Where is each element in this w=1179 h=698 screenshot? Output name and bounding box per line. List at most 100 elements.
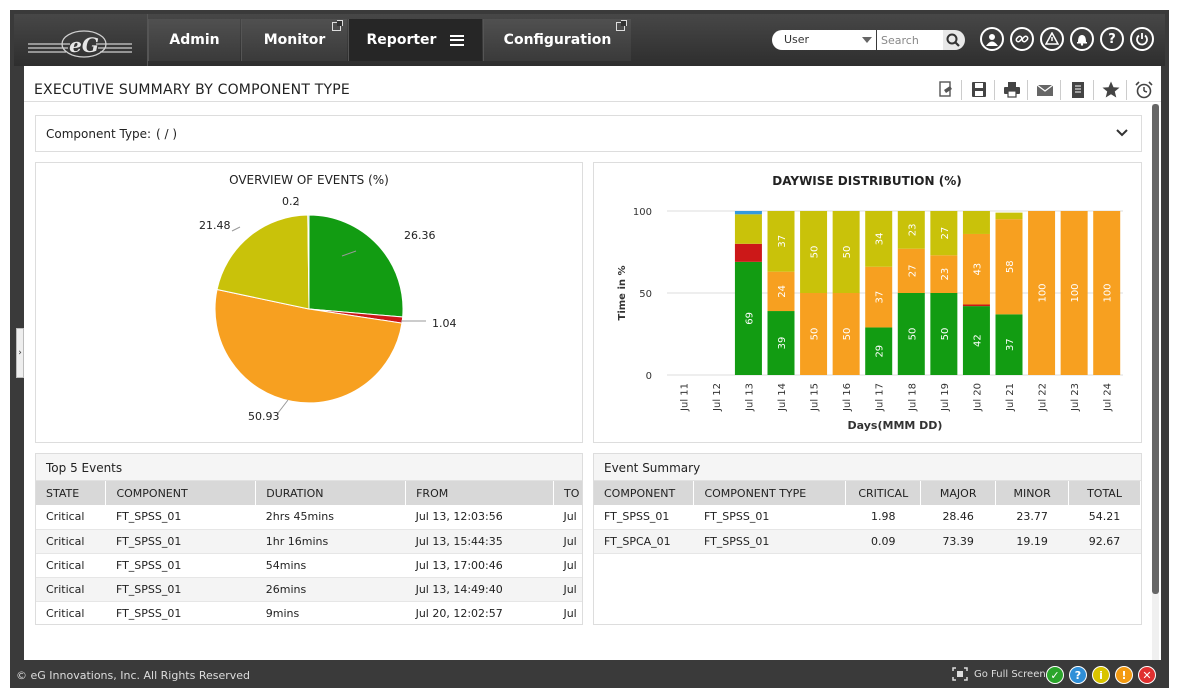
alarm-warning-icon[interactable] (1040, 27, 1064, 51)
page-header: EXECUTIVE SUMMARY BY COMPONENT TYPE (24, 66, 1161, 102)
bar-segment[interactable] (734, 261, 762, 375)
bar-segment[interactable] (865, 266, 893, 328)
bar-segment[interactable] (767, 311, 795, 375)
chevron-right-icon: › (18, 348, 22, 358)
column-header[interactable]: TOTAL (1068, 481, 1141, 505)
bar-segment[interactable] (995, 314, 1023, 375)
bar-segment[interactable] (1093, 211, 1121, 375)
schedule-alarm-icon[interactable] (1134, 80, 1154, 100)
tab-monitor[interactable]: Monitor (241, 19, 347, 61)
document-icon[interactable] (1068, 80, 1088, 100)
x-tick-label: Jul 16 (842, 383, 853, 412)
bar-segment[interactable] (1028, 211, 1056, 375)
search-scope-select[interactable]: User (772, 30, 876, 50)
bar-segment[interactable] (734, 243, 762, 262)
pie-slice-21-48[interactable] (216, 214, 310, 310)
column-header[interactable]: FROM (405, 481, 554, 505)
component-type-filter[interactable]: Component Type: ( / ) (35, 115, 1142, 152)
table-row[interactable]: FT_SPCA_01 FT_SPSS_01 0.09 73.39 19.19 92.67 (594, 529, 1141, 554)
x-tick-label: Jul 22 (1038, 383, 1049, 412)
column-header[interactable]: COMPONENT (105, 481, 257, 505)
bar-segment[interactable] (865, 327, 893, 375)
bar-segment[interactable] (930, 293, 958, 375)
column-header[interactable]: STATE (36, 481, 107, 505)
top-events-table: STATE COMPONENT DURATION FROM TO Critical FT_… (36, 481, 582, 624)
user-profile-icon[interactable] (980, 27, 1004, 51)
bar-segment[interactable] (734, 214, 762, 244)
bar-segment[interactable] (930, 211, 958, 256)
critical-status-icon[interactable]: ✕ (1138, 666, 1156, 684)
email-icon[interactable] (1035, 80, 1055, 100)
scroll-thumb[interactable] (1152, 104, 1159, 594)
bar-segment[interactable] (800, 293, 828, 375)
favorite-star-icon[interactable] (1101, 80, 1121, 100)
bar-segment[interactable] (800, 211, 828, 293)
bar-segment[interactable] (962, 306, 990, 375)
bar-segment[interactable] (832, 211, 860, 293)
column-header[interactable]: MAJOR (920, 481, 997, 505)
bell-icon[interactable] (1070, 27, 1094, 51)
table-row[interactable]: Critical FT_SPSS_01 54mins Jul 13, 17:00:46… (36, 553, 582, 578)
copyright-text: © eG Innovations, Inc. All Rights Reserv… (16, 669, 251, 682)
table-row[interactable]: FT_SPSS_01 FT_SPSS_01 1.98 28.46 23.77 54.21 (594, 505, 1141, 530)
vertical-scrollbar[interactable] (1152, 104, 1159, 660)
bar-segment[interactable] (897, 248, 925, 293)
print-icon[interactable] (1002, 80, 1022, 100)
bar-segment[interactable] (897, 211, 925, 249)
link-icon[interactable] (1010, 27, 1034, 51)
column-header[interactable]: MINOR (995, 481, 1070, 505)
pie-slice-26-36[interactable] (308, 214, 404, 318)
pie-slice-50-93[interactable] (214, 288, 403, 404)
normal-status-icon[interactable]: ✓ (1046, 666, 1064, 684)
eg-logo[interactable]: eG (14, 14, 148, 66)
export-pdf-icon[interactable] (936, 80, 956, 100)
bar-segment[interactable] (734, 211, 762, 215)
bar-segment[interactable] (767, 211, 795, 272)
bar-segment[interactable] (962, 304, 990, 307)
bar-segment[interactable] (995, 212, 1023, 220)
bar-segment[interactable] (962, 211, 990, 234)
x-tick-label: Jul 18 (907, 383, 918, 412)
column-header[interactable]: COMPONENT TYPE (693, 481, 847, 505)
column-header[interactable]: CRITICAL (845, 481, 922, 505)
table-row[interactable]: Critical FT_SPSS_01 2hrs 45mins Jul 13, 12:… (36, 505, 582, 530)
bar-segment[interactable] (767, 271, 795, 312)
go-full-screen-button[interactable]: Go Full Screen (952, 667, 1046, 681)
table-row[interactable]: Critical FT_SPSS_01 26mins Jul 13, 14:49:40… (36, 577, 582, 602)
table-row[interactable]: Critical FT_SPSS_01 1hr 16mins Jul 13, 15:4… (36, 529, 582, 554)
table-cell: Jul (553, 577, 582, 602)
unknown-status-icon[interactable]: ? (1069, 666, 1087, 684)
table-row[interactable]: Critical FT_SPSS_01 9mins Jul 20, 12:02:57 J… (36, 601, 582, 624)
bar-data-label: 100 (1103, 283, 1114, 302)
daywise-distribution-title: DAYWISE DISTRIBUTION (%) (772, 174, 961, 188)
bar-segment[interactable] (930, 255, 958, 293)
search-button[interactable] (943, 30, 965, 50)
table-cell: Jul (553, 505, 582, 530)
minor-status-icon[interactable]: i (1092, 666, 1110, 684)
major-status-icon[interactable]: ! (1115, 666, 1133, 684)
pie-slice-0-2[interactable] (307, 214, 310, 310)
tab-reporter-label: Reporter (366, 32, 437, 48)
bar-segment[interactable] (832, 293, 860, 375)
column-header[interactable]: TO (553, 481, 582, 505)
power-icon[interactable] (1130, 27, 1154, 51)
bar-segment[interactable] (897, 293, 925, 375)
tab-admin-label: Admin (169, 32, 220, 48)
x-tick-label: Jul 19 (940, 383, 951, 412)
menu-icon[interactable] (450, 34, 465, 46)
search-input[interactable] (877, 30, 943, 50)
bar-segment[interactable] (1060, 211, 1088, 375)
tab-configuration[interactable]: Configuration (483, 19, 631, 61)
column-header[interactable]: DURATION (255, 481, 407, 505)
bar-data-label: 37 (1005, 338, 1016, 351)
tab-reporter[interactable]: Reporter (348, 19, 482, 61)
chevron-down-icon[interactable] (1115, 126, 1129, 140)
bar-segment[interactable] (962, 233, 990, 305)
save-icon[interactable] (969, 80, 989, 100)
column-header[interactable]: COMPONENT (594, 481, 695, 505)
help-icon[interactable]: ? (1100, 27, 1124, 51)
bar-segment[interactable] (995, 219, 1023, 315)
bar-segment[interactable] (865, 211, 893, 267)
tab-admin[interactable]: Admin (148, 19, 240, 61)
sidebar-toggle[interactable]: › (16, 328, 24, 378)
